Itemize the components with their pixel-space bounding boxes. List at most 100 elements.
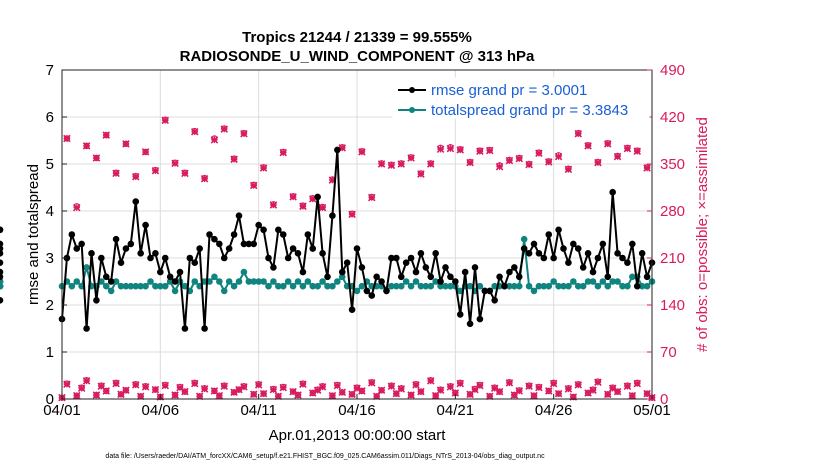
obs-assimilated-point (397, 160, 406, 168)
obs-assimilated-point (176, 383, 184, 392)
totalspread-point (304, 278, 312, 285)
rmse-point (0, 250, 4, 257)
obs-assimilated-point (181, 169, 189, 178)
obs-assimilated-point (333, 381, 342, 390)
rmse-point (442, 264, 449, 271)
obs-assimilated-point (490, 384, 499, 393)
totalspread-point (216, 278, 223, 285)
rmse-point (147, 254, 154, 262)
rmse-point (304, 231, 312, 238)
obs-assimilated-point (122, 386, 130, 395)
obs-assimilated-point (603, 140, 612, 148)
rmse-point (579, 264, 587, 271)
rmse-point (98, 254, 105, 262)
rmse-point (638, 250, 646, 257)
rmse-point (250, 240, 258, 248)
totalspread-point (279, 282, 287, 290)
chart-subtitle: RADIOSONDE_U_WIND_COMPONENT @ 313 hPa (180, 48, 535, 65)
rmse-point (68, 231, 76, 238)
totalspread-point (397, 282, 405, 290)
rmse-point (452, 278, 459, 285)
obs-assimilated-point (535, 149, 543, 158)
obs-assimilated-point (220, 382, 229, 391)
y-tick-label: 5 (46, 156, 54, 173)
rmse-point (112, 235, 120, 243)
rmse-point (348, 306, 356, 314)
totalspread-point (427, 282, 435, 290)
obs-assimilated-point (446, 383, 455, 391)
rmse-point (0, 259, 4, 266)
obs-assimilated-point (377, 386, 386, 395)
obs-assimilated-point (82, 377, 91, 385)
obs-assimilated-point (328, 391, 337, 400)
rmse-point (132, 198, 140, 205)
rmse-point (338, 268, 346, 276)
rmse-point (0, 268, 4, 276)
obs-assimilated-point (589, 386, 597, 395)
obs-assimilated-point (77, 384, 86, 393)
chart-title: Tropics 21244 / 21339 = 99.555% (242, 29, 472, 46)
rmse-point (88, 250, 95, 257)
totalspread-point (225, 278, 233, 285)
totalspread-point (545, 282, 553, 290)
rmse-point (496, 273, 503, 281)
obs-assimilated-point (151, 166, 160, 175)
totalspread-point (270, 278, 277, 285)
totalspread-point (107, 287, 115, 295)
rmse-point (353, 245, 361, 252)
rmse-point (265, 254, 272, 262)
obs-assimilated-point (200, 385, 209, 393)
rmse-point (574, 245, 582, 252)
y-right-tick-label: 70 (660, 344, 677, 361)
rmse-point (324, 273, 331, 281)
y-right-tick-label: 350 (660, 156, 685, 173)
obs-assimilated-point (564, 385, 573, 393)
totalspread-point (604, 282, 612, 290)
rmse-point (407, 254, 415, 262)
obs-assimilated-point (387, 161, 396, 170)
rmse-point (402, 259, 410, 267)
rmse-point (363, 287, 371, 295)
chart-legend: rmse grand pr = 3.0001 totalspread grand… (392, 77, 650, 119)
obs-assimilated-point (112, 169, 120, 178)
obs-assimilated-point (367, 379, 376, 387)
rmse-point (540, 254, 548, 262)
obs-assimilated-point (623, 144, 632, 153)
totalspread-point (570, 278, 577, 285)
obs-assimilated-point (289, 193, 297, 201)
obs-assimilated-point (594, 158, 602, 167)
rmse-point (589, 268, 597, 276)
rmse-point (614, 250, 621, 257)
rmse-point (0, 245, 4, 252)
rmse-point (530, 240, 538, 248)
rmse-point (211, 235, 218, 243)
obs-assimilated-point (372, 392, 381, 401)
obs-assimilated-point (397, 385, 406, 393)
totalspread-point (265, 282, 272, 290)
obs-count-markers (58, 116, 656, 402)
rmse-point (476, 315, 484, 323)
y-tick-label: 3 (46, 250, 54, 267)
rmse-point (511, 264, 518, 271)
obs-assimilated-point (141, 383, 150, 391)
totalspread-point (614, 278, 621, 285)
rmse-point (545, 231, 553, 238)
totalspread-point (520, 235, 528, 243)
totalspread-point (334, 278, 341, 285)
rmse-point (506, 268, 513, 276)
obs-assimilated-point (171, 391, 179, 399)
rmse-point (550, 254, 557, 262)
totalspread-point (525, 282, 533, 290)
x-tick-label: 04/11 (240, 402, 276, 419)
obs-assimilated-point (495, 162, 504, 171)
totalspread-point (579, 282, 587, 290)
obs-assimilated-point (476, 147, 484, 156)
rmse-point (570, 240, 577, 248)
obs-assimilated-point (200, 175, 209, 183)
y-tick-label: 6 (46, 109, 54, 126)
obs-assimilated-point (92, 391, 101, 399)
obs-assimilated-point (407, 154, 415, 162)
rmse-point (599, 240, 607, 248)
obs-assimilated-point (584, 142, 592, 150)
